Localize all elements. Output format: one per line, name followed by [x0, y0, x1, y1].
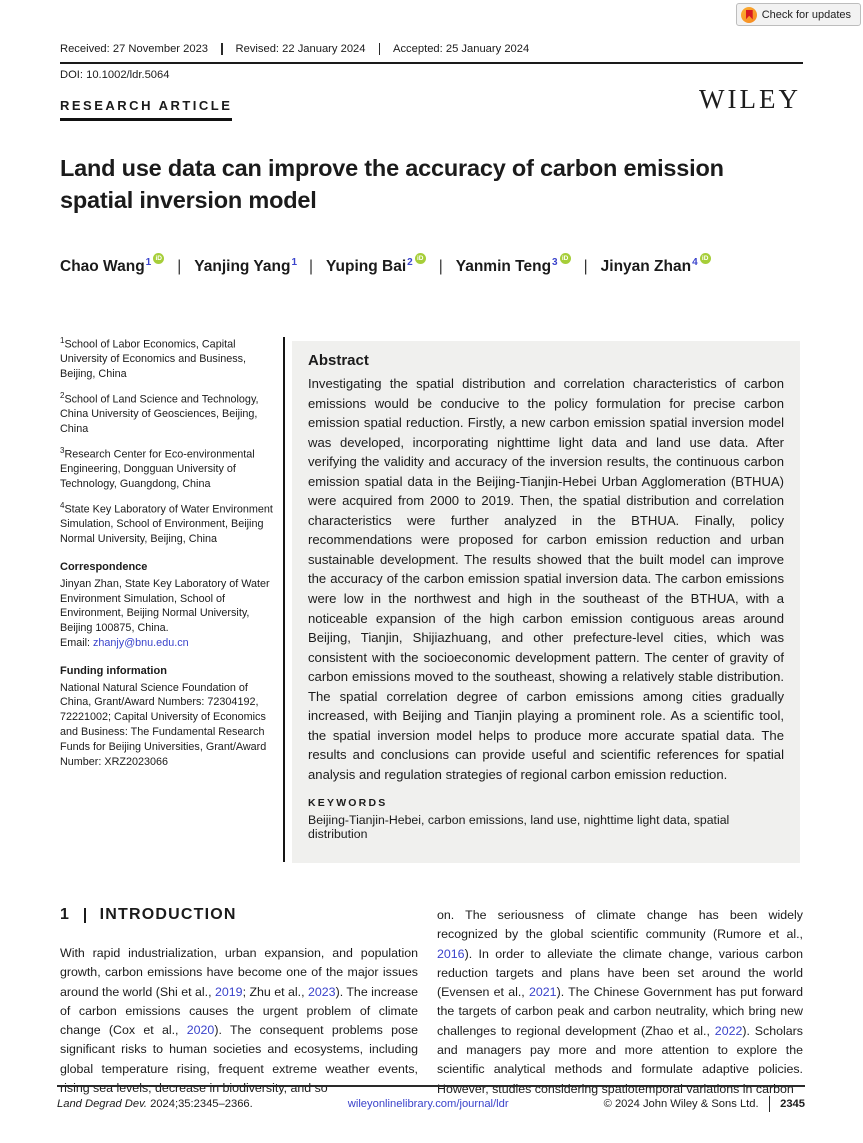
section-title: INTRODUCTION: [99, 906, 237, 923]
citation-link[interactable]: 2021: [529, 985, 557, 1000]
column-divider: [283, 337, 285, 862]
date-separator: [221, 43, 223, 55]
citation-link[interactable]: 2022: [714, 1023, 743, 1038]
citation-link[interactable]: 2019: [214, 984, 243, 999]
intro-paragraph-right: on. The seriousness of climate change ha…: [437, 908, 803, 1096]
keywords-text: Beijing-Tianjin-Hebei, carbon emissions,…: [308, 813, 730, 842]
orcid-icon[interactable]: iD: [153, 253, 165, 264]
orcid-icon[interactable]: iD: [699, 253, 711, 264]
section-number: 1: [60, 906, 71, 923]
header-divider: [60, 62, 803, 64]
author-separator: |: [309, 258, 314, 275]
correspondence-heading: Correspondence: [60, 560, 148, 573]
footer-journal-link[interactable]: wileyonlinelibrary.com/journal/ldr: [347, 1098, 509, 1110]
email-link[interactable]: zhanjy@bnu.edu.cn: [93, 636, 189, 649]
author-affiliation-superscript: 4: [692, 257, 698, 268]
article-title: Land use data can improve the accuracy o…: [60, 155, 724, 213]
author-separator: |: [177, 258, 182, 275]
crossmark-icon: [740, 6, 757, 23]
section-heading: 1 INTRODUCTION: [60, 906, 237, 924]
author-name: Chao Wang1 iD: [60, 253, 165, 275]
affiliation-item: 2School of Land Science and Technology, …: [60, 390, 259, 436]
author-affiliation-superscript: 1: [145, 257, 152, 268]
citation-link[interactable]: 2023: [308, 984, 336, 999]
footer-citation-rest: 2024;35:2345–2366.: [146, 1098, 253, 1110]
author-separator: |: [583, 258, 588, 275]
email-label: Email:: [60, 636, 93, 649]
citation-link[interactable]: 2016: [437, 946, 465, 961]
author-affiliation-superscript: 2: [407, 257, 413, 268]
footer-divider: [57, 1085, 805, 1087]
authors-line: Chao Wang1 iD | Yanjing Yang1 | Yuping Bai2 iD…: [60, 252, 715, 283]
funding-heading: Funding information: [60, 664, 167, 677]
author-affiliation-superscript: 3: [552, 257, 558, 268]
abstract-heading: Abstract: [308, 352, 369, 369]
intro-paragraph-left: With rapid industrialization, urban expa…: [60, 946, 418, 1096]
citation-link[interactable]: 2020: [186, 1023, 215, 1038]
correspondence-text: Jinyan Zhan, State Key Laboratory of Wat…: [60, 577, 270, 635]
author-name: Yuping Bai2 iD: [326, 253, 426, 275]
author-name: Jinyan Zhan4 iD: [601, 253, 711, 275]
correspondence-email-line: Email: zhanjy@bnu.edu.cn: [60, 636, 275, 651]
article-type-label: RESEARCH ARTICLE: [60, 98, 233, 121]
affiliation-item: 1School of Labor Economics, Capital Univ…: [60, 336, 247, 381]
footer-copyright: © 2024 John Wiley & Sons Ltd.: [603, 1098, 759, 1110]
article-info-sidebar: 1School of Labor Economics, Capital Univ…: [60, 334, 275, 769]
abstract-text: Investigating the spatial distribution a…: [308, 376, 784, 782]
accepted-date: Accepted: 25 January 2024: [393, 43, 530, 55]
wiley-logo: WILEY: [699, 84, 801, 114]
check-for-updates-label: Check for updates: [761, 8, 851, 21]
revised-date: Revised: 22 January 2024: [235, 43, 366, 55]
doi-text: DOI: 10.1002/ldr.5064: [60, 69, 170, 81]
history-dates-row: Received: 27 November 2023 Revised: 22 J…: [60, 43, 803, 55]
section-divider: [84, 907, 86, 923]
author-name: Yanjing Yang1: [194, 257, 298, 275]
footer-citation: Land Degrad Dev. 2024;35:2345–2366.: [57, 1098, 253, 1110]
keywords-heading: KEYWORDS: [308, 797, 388, 810]
footer: Land Degrad Dev. 2024;35:2345–2366. wile…: [57, 1093, 805, 1115]
funding-text: National Natural Science Foundation of C…: [60, 681, 267, 768]
abstract-panel: Abstract Investigating the spatial distr…: [292, 341, 800, 863]
footer-right: © 2024 John Wiley & Sons Ltd. 2345: [604, 1096, 805, 1112]
orcid-icon[interactable]: iD: [559, 253, 571, 264]
affiliations: 1School of Labor Economics, Capital Univ…: [60, 334, 275, 547]
orcid-icon[interactable]: iD: [414, 253, 426, 264]
footer-page-divider: [768, 1096, 771, 1112]
received-date: Received: 27 November 2023: [60, 43, 209, 55]
check-for-updates-button[interactable]: Check for updates: [735, 3, 861, 26]
footer-journal-name: Land Degrad Dev.: [57, 1098, 147, 1110]
footer-page-number: 2345: [780, 1098, 805, 1110]
affiliation-item: 3Research Center for Eco-environmental E…: [60, 445, 255, 491]
author-affiliation-superscript: 1: [291, 257, 298, 268]
author-separator: |: [438, 258, 443, 275]
date-separator: [378, 43, 380, 55]
author-name: Yanmin Teng3 iD: [456, 253, 571, 275]
affiliation-item: 4State Key Laboratory of Water Environme…: [60, 500, 273, 546]
